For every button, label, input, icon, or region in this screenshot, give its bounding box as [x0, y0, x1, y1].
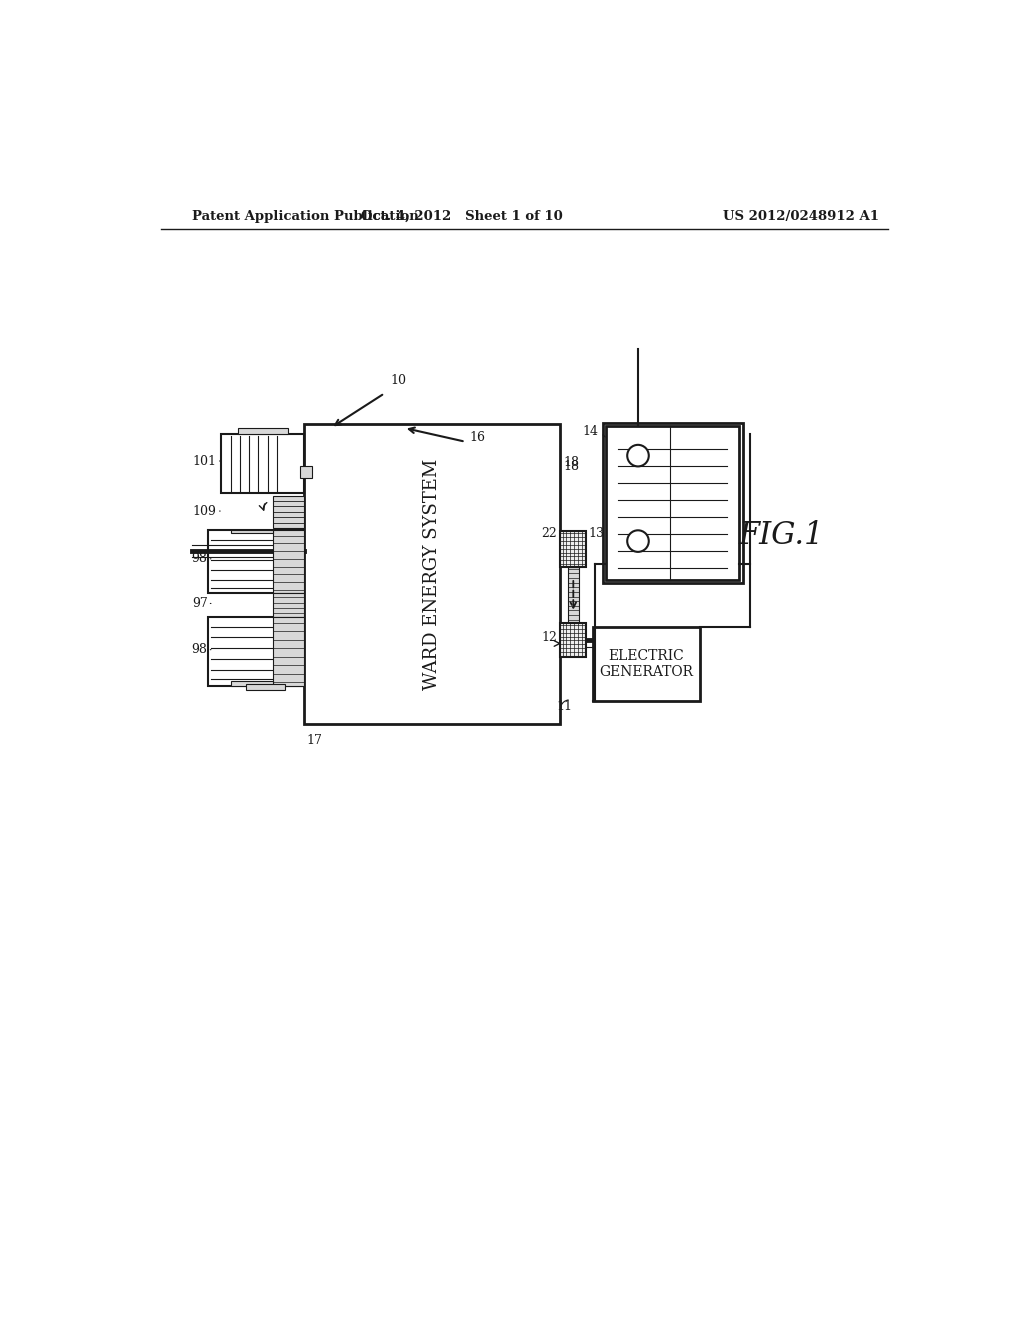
Bar: [273, 529, 304, 594]
Text: 12: 12: [542, 631, 557, 644]
Bar: [273, 594, 304, 616]
Bar: [560, 623, 587, 657]
Bar: [239, 428, 289, 434]
Text: 98: 98: [191, 552, 208, 565]
Text: 18: 18: [563, 459, 580, 473]
Circle shape: [628, 445, 649, 466]
Text: 17: 17: [306, 734, 322, 747]
Text: 16: 16: [469, 432, 485, 445]
Text: 98: 98: [191, 643, 208, 656]
Text: 13: 13: [589, 527, 605, 540]
Text: US 2012/0248912 A1: US 2012/0248912 A1: [724, 210, 880, 223]
Text: 14: 14: [583, 425, 599, 438]
Bar: [221, 434, 304, 494]
Text: 10: 10: [391, 374, 407, 387]
Bar: [606, 426, 739, 579]
Text: ELECTRIC
GENERATOR: ELECTRIC GENERATOR: [599, 649, 693, 678]
Bar: [304, 424, 560, 725]
Text: Oct. 4, 2012   Sheet 1 of 10: Oct. 4, 2012 Sheet 1 of 10: [360, 210, 562, 223]
Bar: [273, 616, 304, 686]
Text: 18: 18: [563, 455, 580, 469]
Bar: [273, 495, 304, 528]
Bar: [230, 529, 273, 533]
Bar: [246, 684, 285, 690]
Text: Patent Application Publication: Patent Application Publication: [193, 210, 419, 223]
Bar: [208, 616, 304, 686]
Text: WARD ENERGY SYSTEM: WARD ENERGY SYSTEM: [423, 458, 441, 690]
Bar: [208, 529, 304, 594]
Text: 101: 101: [193, 454, 217, 467]
Bar: [300, 466, 311, 478]
Circle shape: [628, 531, 649, 552]
Bar: [568, 566, 579, 623]
Bar: [602, 422, 742, 583]
Text: 11: 11: [556, 700, 572, 713]
Text: 22: 22: [542, 527, 557, 540]
Text: 97: 97: [191, 597, 208, 610]
Bar: [230, 681, 273, 686]
Bar: [560, 531, 587, 566]
Text: FIG.1: FIG.1: [739, 520, 824, 552]
Bar: [593, 627, 700, 701]
Text: 109: 109: [193, 504, 217, 517]
